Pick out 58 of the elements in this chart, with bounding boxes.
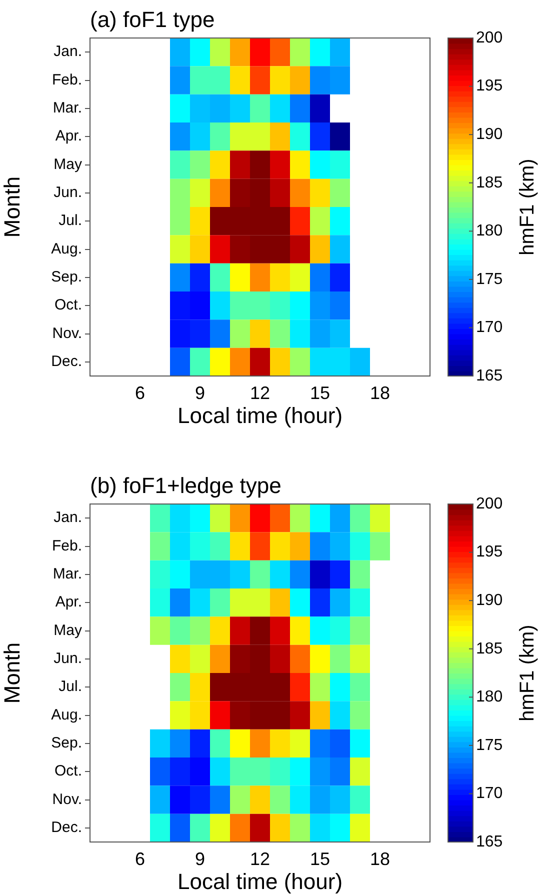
y-tick-label: Aug.: [51, 706, 82, 724]
x-tick-label: 6: [134, 848, 146, 869]
color-bar-label: 185: [476, 174, 503, 192]
x-tick-label: 15: [310, 848, 330, 869]
color-bar-label: 175: [476, 270, 503, 288]
y-tick-label: Apr.: [55, 594, 82, 611]
x-tick-label: 12: [250, 382, 270, 403]
color-bar-label: 180: [476, 222, 503, 240]
y-tick-label: Oct.: [54, 762, 82, 780]
x-tick-label: 15: [310, 382, 330, 403]
x-tick-label: 9: [194, 848, 206, 869]
y-tick-label: Jul.: [58, 678, 82, 696]
y-tick-label: Feb.: [52, 71, 82, 88]
y-tick-label: Feb.: [52, 537, 82, 554]
y-tick-label: Jan.: [54, 43, 82, 60]
x-axis-title: Local time (hour): [177, 402, 343, 428]
x-tick-label: 18: [370, 382, 390, 403]
y-tick-label: Mar.: [52, 566, 82, 583]
color-bar-title: hmF1 (km): [516, 158, 539, 256]
y-tick-label: Aug.: [51, 240, 82, 258]
color-bar-label: 165: [476, 367, 503, 384]
color-bar-title: hmF1 (km): [516, 624, 539, 722]
chart-title: (b) foF1+ledge type: [90, 473, 282, 498]
color-bar-label: 195: [476, 544, 503, 561]
y-tick-label: Jan.: [54, 509, 82, 526]
y-tick-label: Jun.: [54, 650, 82, 668]
color-bar-label: 185: [476, 640, 503, 658]
x-tick-label: 12: [250, 848, 270, 869]
color-bar-label: 170: [476, 785, 503, 802]
y-axis-title: Month: [0, 176, 24, 238]
color-bar-label: 170: [476, 319, 503, 336]
x-tick-label: 9: [194, 382, 206, 403]
color-bar-label: 190: [476, 592, 503, 609]
color-bar-label: 190: [476, 126, 503, 143]
y-tick-label: Dec.: [51, 353, 82, 370]
color-bar-label: 200: [476, 495, 503, 512]
color-bar-label: 180: [476, 688, 503, 706]
y-tick-label: Apr.: [55, 128, 82, 145]
y-tick-label: Mar.: [52, 100, 82, 117]
color-bar-label: 175: [476, 736, 503, 754]
y-tick-label: Oct.: [54, 296, 82, 314]
y-tick-label: Jun.: [54, 184, 82, 202]
y-tick-label: Nov.: [52, 324, 82, 342]
y-axis-title: Month: [0, 642, 24, 704]
y-tick-label: Sep.: [51, 734, 82, 752]
color-bar-label: 165: [476, 833, 503, 850]
y-tick-label: Jul.: [58, 212, 82, 230]
color-bar-label: 195: [476, 78, 503, 95]
x-tick-label: 18: [370, 848, 390, 869]
y-tick-label: Dec.: [51, 819, 82, 836]
color-bar-label: 200: [476, 29, 503, 46]
y-tick-label: May: [54, 156, 82, 173]
x-axis-title: Local time (hour): [177, 868, 343, 894]
y-tick-label: Nov.: [52, 790, 82, 808]
y-tick-label: Sep.: [51, 268, 82, 286]
x-tick-label: 6: [134, 382, 146, 403]
chart-title: (a) foF1 type: [90, 7, 215, 32]
y-tick-label: May: [54, 622, 82, 639]
